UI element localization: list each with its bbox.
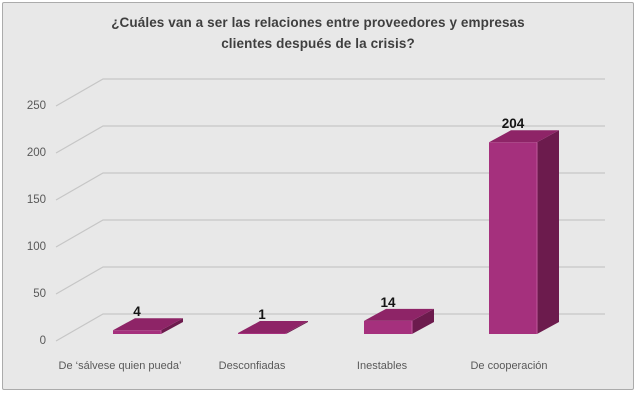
category-label-1: De ‘sálvese quien pueda’ bbox=[58, 360, 182, 372]
bar-front-face bbox=[113, 330, 161, 334]
y-tick-label-150: 150 bbox=[27, 194, 46, 206]
bar-top-face bbox=[364, 308, 434, 321]
bar-top-face bbox=[238, 321, 308, 334]
category-label-4: De cooperación bbox=[470, 360, 548, 372]
bar-side-face bbox=[286, 321, 308, 334]
chart-title: ¿Cuáles van a ser las relaciones entre p… bbox=[3, 12, 633, 54]
bar-top-face bbox=[113, 318, 183, 331]
chart-title-line-1: ¿Cuáles van a ser las relaciones entre p… bbox=[111, 15, 525, 30]
gridline-50 bbox=[55, 266, 605, 295]
category-label-3: Inestables bbox=[356, 360, 408, 372]
category-label-2: Desconfiadas bbox=[218, 360, 286, 372]
y-tick-label-250: 250 bbox=[27, 100, 46, 112]
y-tick-label-0: 0 bbox=[40, 335, 46, 347]
bar-front-face bbox=[238, 333, 286, 334]
gridline-100 bbox=[55, 219, 605, 248]
bar-front-face bbox=[364, 320, 412, 334]
gridline-200 bbox=[55, 125, 605, 154]
data-label-4: 4 bbox=[133, 304, 141, 319]
y-tick-label-50: 50 bbox=[33, 288, 46, 300]
data-label-204: 204 bbox=[502, 116, 525, 131]
bar-side-face bbox=[412, 308, 434, 334]
gridline-0 bbox=[55, 313, 605, 342]
y-tick-label-100: 100 bbox=[27, 241, 46, 253]
gridline-250 bbox=[55, 78, 605, 107]
bar-side-face bbox=[537, 130, 559, 334]
bar-side-face bbox=[161, 318, 183, 334]
gridline-150 bbox=[55, 172, 605, 201]
y-tick-label-200: 200 bbox=[27, 147, 46, 159]
data-label-14: 14 bbox=[380, 295, 396, 310]
data-label-1: 1 bbox=[258, 307, 266, 322]
chart-title-line-2: clientes después de la crisis? bbox=[221, 36, 415, 51]
bar-top-face bbox=[489, 130, 559, 143]
bar-front-face bbox=[489, 142, 537, 334]
